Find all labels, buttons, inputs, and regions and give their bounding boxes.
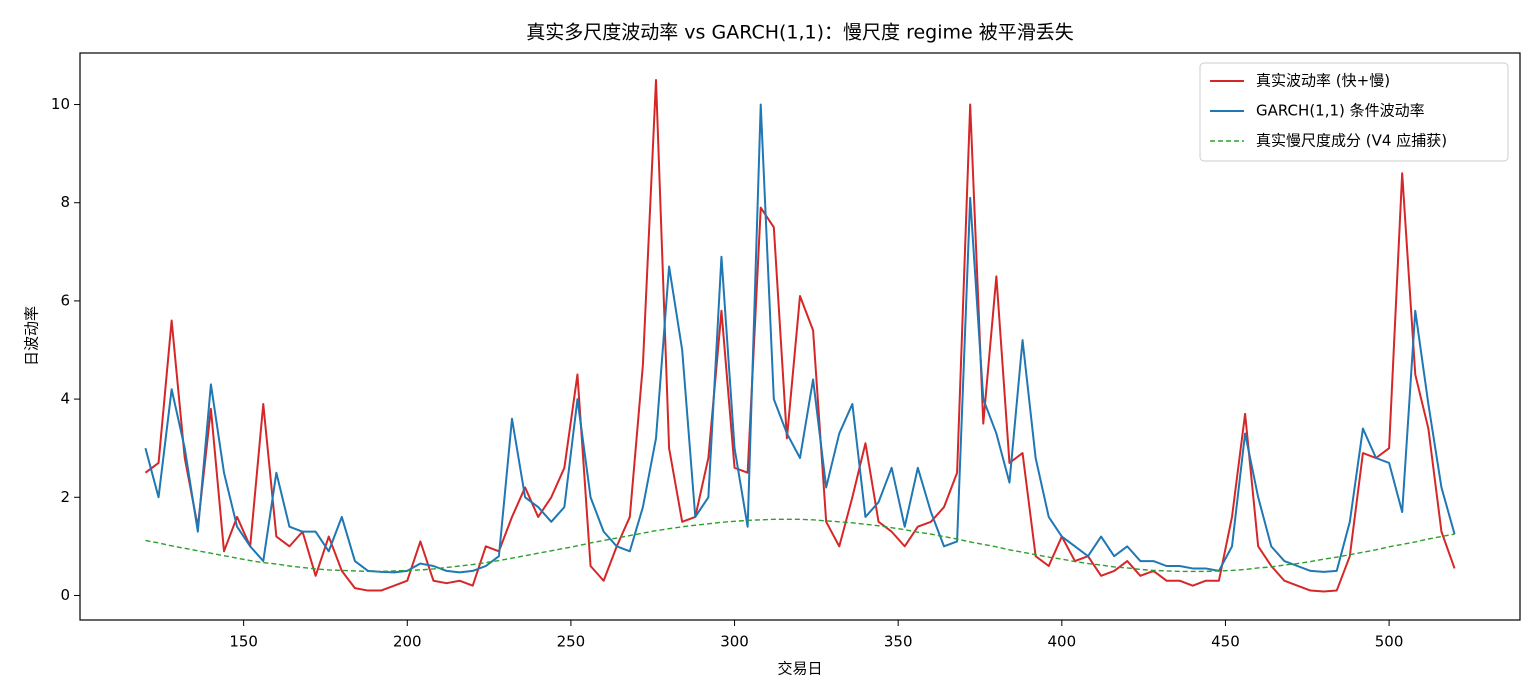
x-tick-label: 200	[393, 633, 422, 651]
y-tick-label: 8	[60, 193, 70, 211]
legend-box	[1199, 62, 1509, 162]
legend-label: 真实慢尺度成分 (V4 应捕获)	[1256, 132, 1447, 150]
y-tick-label: 0	[60, 586, 70, 604]
x-tick-label: 300	[720, 633, 749, 651]
series-line	[144, 79, 1456, 593]
x-tick-label: 450	[1211, 633, 1240, 651]
x-tick-label: 250	[557, 633, 586, 651]
series-line	[145, 518, 1455, 573]
series-line	[144, 103, 1456, 574]
y-tick-label: 2	[60, 488, 70, 506]
x-tick-label: 500	[1375, 633, 1404, 651]
y-tick-label: 6	[60, 291, 70, 309]
x-tick-label: 150	[229, 633, 258, 651]
chart-title: 真实多尺度波动率 vs GARCH(1,1)：慢尺度 regime 被平滑丢失	[526, 22, 1074, 44]
legend-label: GARCH(1,1) 条件波动率	[1256, 102, 1425, 120]
x-axis-label: 交易日	[777, 660, 822, 678]
x-tick-label: 400	[1047, 633, 1076, 651]
plot-frame	[79, 52, 1521, 621]
y-axis-label: 日波动率	[23, 306, 41, 366]
y-tick-label: 4	[60, 390, 70, 408]
y-tick-label: 10	[51, 95, 70, 113]
legend-label: 真实波动率 (快+慢)	[1256, 72, 1390, 90]
x-tick-label: 350	[884, 633, 913, 651]
